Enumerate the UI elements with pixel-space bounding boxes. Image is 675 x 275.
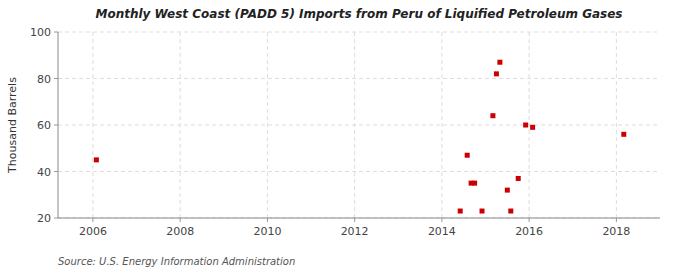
grid: [58, 32, 660, 218]
point: [621, 132, 626, 137]
x-tick-label: 2016: [515, 225, 543, 238]
x-tick-label: 2006: [79, 225, 107, 238]
x-tick: [92, 218, 93, 222]
title: Monthly West Coast (PADD 5) Imports from…: [95, 7, 622, 21]
points: [94, 60, 626, 214]
point: [465, 153, 470, 158]
x-grid-line: [529, 32, 530, 218]
y-grid-line: [58, 78, 660, 79]
x-tick: [267, 218, 268, 222]
x-grid-line: [267, 32, 268, 218]
x-grid-line: [441, 32, 442, 218]
x-tick: [441, 218, 442, 222]
point: [458, 209, 463, 214]
x-tick: [529, 218, 530, 222]
y-grid-line: [58, 125, 660, 126]
point: [497, 60, 502, 65]
y-tick-label: 100: [30, 26, 51, 39]
x-grid-line: [354, 32, 355, 218]
point: [490, 113, 495, 118]
y-tick: [54, 171, 58, 172]
y-tick-label: 60: [37, 119, 51, 132]
x-grid-line: [92, 32, 93, 218]
y-axis-label: Thousand Barrels: [6, 77, 19, 174]
x-grid-line: [180, 32, 181, 218]
axes: 20 40 60 80 100 2006 2008 2010 2012 2014 2016 2018: [30, 26, 660, 238]
y-grid-line: [58, 32, 660, 33]
y-tick: [54, 32, 58, 33]
point: [516, 176, 521, 181]
x-axis-line: [58, 218, 660, 219]
y-tick-label: 40: [37, 166, 51, 179]
x-tick-label: 2010: [253, 225, 281, 238]
y-tick-label: 80: [37, 73, 51, 86]
x-tick-label: 2014: [428, 225, 456, 238]
chart: Monthly West Coast (PADD 5) Imports from…: [0, 0, 675, 275]
point: [472, 181, 477, 186]
point: [508, 209, 513, 214]
source-note: Source: U.S. Energy Information Administ…: [58, 256, 295, 267]
x-tick-label: 2012: [341, 225, 369, 238]
x-tick: [354, 218, 355, 222]
x-grid-line: [616, 32, 617, 218]
point: [94, 157, 99, 162]
chart-container: Monthly West Coast (PADD 5) Imports from…: [0, 0, 675, 275]
y-tick: [54, 78, 58, 79]
point: [523, 123, 528, 128]
x-tick: [616, 218, 617, 222]
y-tick: [54, 125, 58, 126]
point: [494, 71, 499, 76]
x-tick-label: 2008: [166, 225, 194, 238]
y-grid-line: [58, 218, 660, 219]
y-axis-line: [58, 32, 59, 218]
point: [480, 209, 485, 214]
point: [530, 125, 535, 130]
point: [505, 188, 510, 193]
x-tick: [180, 218, 181, 222]
y-tick: [54, 218, 58, 219]
y-grid-line: [58, 171, 660, 172]
x-tick-label: 2018: [602, 225, 630, 238]
y-tick-label: 20: [37, 212, 51, 225]
